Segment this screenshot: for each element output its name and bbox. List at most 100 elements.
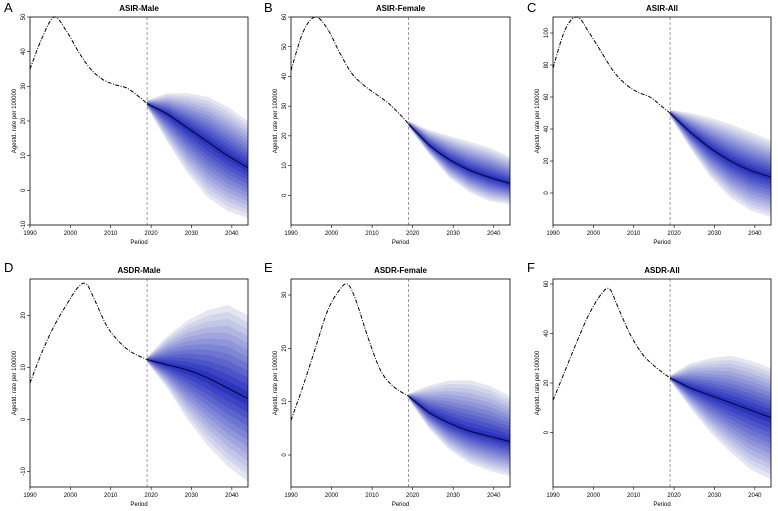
x-tick-label: 1990 <box>546 493 560 499</box>
x-tick-label: 2040 <box>748 231 762 237</box>
observed-line <box>29 16 148 105</box>
observed-line <box>29 282 148 384</box>
panel-title: ASIR-Male <box>119 4 159 13</box>
y-tick-label: 10 <box>21 152 27 159</box>
prediction-interval-bands <box>408 121 510 205</box>
y-tick-label: 50 <box>282 43 288 50</box>
y-tick-label: 10 <box>282 398 288 405</box>
y-tick-label: 10 <box>282 162 288 169</box>
x-tick-label: 2000 <box>325 231 339 237</box>
x-tick-label: 2000 <box>587 493 601 499</box>
prediction-interval-bands <box>670 355 771 480</box>
panel-letter: B <box>264 0 273 15</box>
fan-band-12 <box>147 103 248 172</box>
panel-title: ASDR-All <box>644 266 680 275</box>
x-tick-label: 1990 <box>23 493 37 499</box>
x-tick-label: 2040 <box>225 493 239 499</box>
y-tick-label: -10 <box>21 220 27 229</box>
x-tick-label: 2010 <box>627 493 641 499</box>
y-tick-label: 60 <box>282 13 288 20</box>
predicted-line <box>408 395 511 443</box>
x-axis-label: Period <box>653 240 670 246</box>
x-axis-label: Period <box>392 240 409 246</box>
predicted-line <box>669 377 772 419</box>
plot-frame <box>290 278 511 488</box>
y-tick-label: 20 <box>544 379 550 386</box>
prediction-interval-bands <box>670 109 771 217</box>
x-tick-label: 2040 <box>487 493 501 499</box>
y-tick-label: 40 <box>544 125 550 132</box>
y-tick-label: 80 <box>544 61 550 68</box>
y-tick-label: 60 <box>544 280 550 287</box>
y-tick-label: 20 <box>21 311 27 318</box>
y-tick-label: 0 <box>282 193 288 197</box>
observed-line <box>552 16 671 114</box>
x-tick-label: 1990 <box>284 493 298 499</box>
panel-letter: D <box>4 260 13 275</box>
y-tick-label: 40 <box>21 48 27 55</box>
y-axis: -10 0 10 20 30 40 50 <box>21 13 30 229</box>
x-tick-label: 2020 <box>406 493 420 499</box>
x-axis-label: Period <box>130 240 147 246</box>
y-tick-label: 30 <box>282 102 288 109</box>
x-tick-label: 2020 <box>406 231 420 237</box>
x-tick-label: 2020 <box>667 231 681 237</box>
y-tick-label: 60 <box>544 93 550 100</box>
x-tick-label: 1990 <box>23 231 37 237</box>
x-axis-label: Period <box>653 502 670 508</box>
x-tick-label: 2040 <box>487 231 501 237</box>
y-tick-label: 0 <box>21 417 27 421</box>
fan-band-11 <box>147 359 248 413</box>
x-tick-label: 2010 <box>365 493 379 499</box>
y-axis-label: Agestd. rate per 100000 <box>535 350 541 415</box>
fan-band-11 <box>408 123 510 187</box>
x-axis: 1990 2000 2010 2020 2030 2040 <box>23 225 239 237</box>
y-axis: 0 10 20 30 <box>282 291 291 457</box>
y-tick-label: 0 <box>544 430 550 434</box>
y-tick-label: 0 <box>544 191 550 195</box>
x-tick-label: 2000 <box>325 493 339 499</box>
x-tick-label: 2030 <box>185 231 199 237</box>
y-axis-label: Agestd. rate per 100000 <box>273 350 279 415</box>
panel-letter: A <box>4 0 13 15</box>
x-tick-label: 2030 <box>708 231 722 237</box>
y-tick-label: 0 <box>21 188 27 192</box>
fan-band-12 <box>408 396 510 445</box>
prediction-interval-bands <box>147 305 248 482</box>
x-tick-label: 2000 <box>64 231 78 237</box>
predicted-line <box>146 103 249 169</box>
y-tick-label: 20 <box>282 344 288 351</box>
y-axis: 0 20 40 60 80 100 <box>544 27 553 195</box>
x-tick-label: 2040 <box>225 231 239 237</box>
y-tick-label: 40 <box>544 329 550 336</box>
plot-frame <box>29 278 249 488</box>
fan-band-12 <box>147 359 248 406</box>
prediction-interval-bands <box>147 93 248 219</box>
predicted-line <box>146 359 249 400</box>
fan-band-11 <box>147 103 248 177</box>
observed-line <box>290 16 409 125</box>
y-tick-label: 10 <box>21 363 27 370</box>
x-tick-label: 2020 <box>144 493 158 499</box>
x-tick-label: 1990 <box>284 231 298 237</box>
x-tick-label: 1990 <box>546 231 560 237</box>
fan-band-12 <box>408 123 510 186</box>
y-tick-label: 20 <box>282 132 288 139</box>
observed-line <box>552 287 671 401</box>
y-axis-label: Agestd. rate per 100000 <box>12 350 18 415</box>
x-tick-label: 2010 <box>104 493 118 499</box>
x-axis: 1990 2000 2010 2020 2030 2040 <box>546 487 762 499</box>
y-axis-label: Agestd. rate per 100000 <box>12 88 18 153</box>
panel-title: ASDR-Female <box>374 266 427 275</box>
x-tick-label: 2030 <box>447 493 461 499</box>
y-axis: -10 0 10 20 <box>21 311 30 476</box>
predicted-line <box>669 112 772 178</box>
x-tick-label: 2020 <box>144 231 158 237</box>
panel-letter: C <box>527 0 536 15</box>
y-axis: 0 10 20 30 40 50 60 <box>282 13 291 197</box>
